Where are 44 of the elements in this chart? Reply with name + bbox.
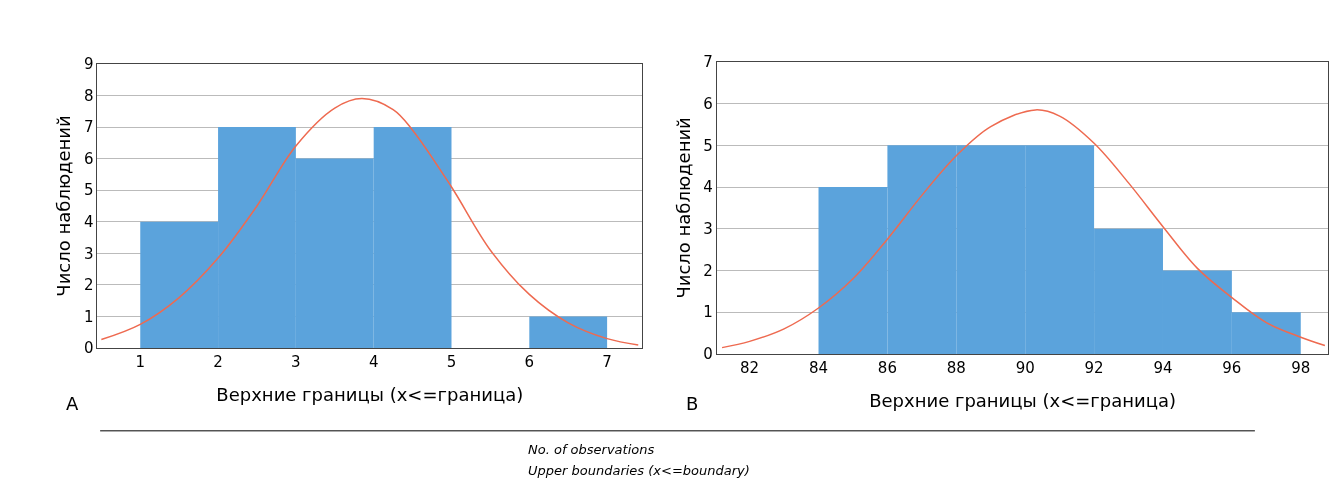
y-tick-label: 3 <box>83 244 94 263</box>
y-tick-label: 0 <box>703 345 713 364</box>
x-tick-label: 94 <box>1153 358 1173 377</box>
x-tick-label: 86 <box>877 358 897 377</box>
line-series <box>100 97 639 346</box>
y-axis-title: Число наблюдений <box>53 115 75 297</box>
y-tick-label: 4 <box>83 213 94 232</box>
y-tick-label: 3 <box>703 220 713 238</box>
y-tick-label: 6 <box>83 149 94 168</box>
x-tick-label: 4 <box>368 353 379 372</box>
y-tick-label: 7 <box>83 118 94 137</box>
y-tick-label: 5 <box>703 136 713 155</box>
y-tick-label: 1 <box>83 307 94 326</box>
text: Upper boundaries (x<=boundary) <box>528 463 750 478</box>
y-tick-label: 4 <box>703 178 713 197</box>
x-tick-label: 92 <box>1084 358 1104 377</box>
y-tick-label: 6 <box>703 94 713 113</box>
x-tick-label: 1 <box>135 353 146 372</box>
x-tick-label: 88 <box>946 358 966 377</box>
x-tick-label: 7 <box>602 353 612 372</box>
y-tick-label: 7 <box>703 53 713 72</box>
y-tick-label: 5 <box>83 181 94 200</box>
x-tick-label: 6 <box>524 353 535 372</box>
line-series <box>721 109 1326 349</box>
x-tick-label: 5 <box>446 353 457 372</box>
x-tick-label: 82 <box>740 358 760 377</box>
text: No. of observations <box>528 442 655 457</box>
x-tick-label: 96 <box>1222 358 1242 377</box>
x-axis-title: Верхние границы (x<=граница) <box>216 384 524 406</box>
text: B <box>686 393 699 414</box>
text: A <box>66 393 79 414</box>
y-axis-title: Число наблюдений <box>672 117 694 299</box>
x-tick-label: 98 <box>1291 358 1311 377</box>
y-tick-label: 1 <box>703 303 713 322</box>
x-tick-label: 84 <box>808 358 829 377</box>
x-axis-title: Верхние границы (x<=граница) <box>869 389 1177 411</box>
y-tick-label: 0 <box>83 339 94 358</box>
x-tick-label: 90 <box>1015 358 1035 377</box>
x-tick-label: 2 <box>213 353 223 372</box>
x-tick-label: 3 <box>291 353 301 372</box>
y-tick-label: 8 <box>83 86 94 105</box>
y-tick-label: 2 <box>703 261 713 280</box>
y-tick-label: 2 <box>83 276 94 295</box>
y-tick-label: 9 <box>83 55 94 74</box>
